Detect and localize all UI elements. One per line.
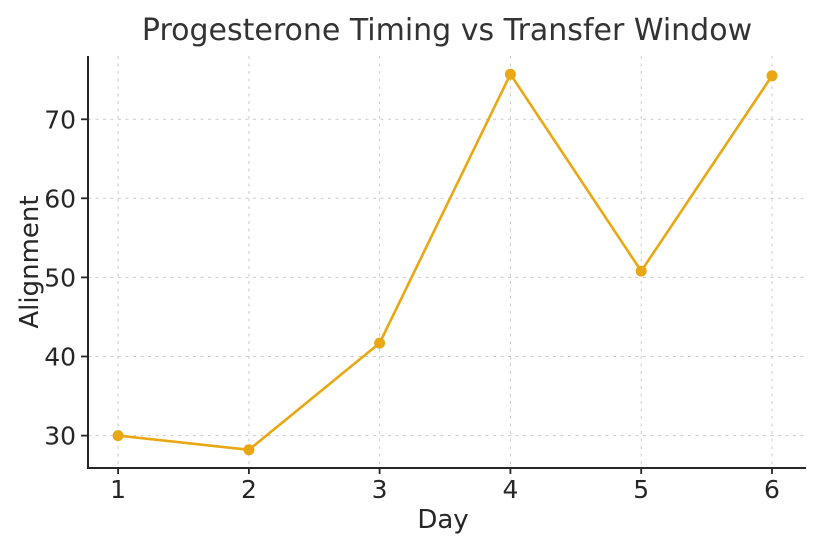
x-tick-label: 5 [633, 475, 649, 504]
chart-title: Progesterone Timing vs Transfer Window [142, 13, 752, 48]
data-series [112, 68, 778, 456]
x-tick-label: 2 [241, 475, 257, 504]
data-point-marker [504, 68, 516, 80]
data-point-marker [635, 265, 647, 277]
axes [81, 56, 806, 474]
y-tick-label: 70 [44, 105, 76, 134]
x-tick-label: 6 [764, 475, 780, 504]
data-point-marker [766, 70, 778, 82]
y-tick-label: 40 [44, 343, 76, 372]
series-line [116, 72, 774, 452]
tick-labels: 1 2 3 4 5 6 30 40 50 60 70 [44, 105, 780, 504]
y-tick-label: 50 [44, 263, 76, 292]
x-axis-label: Day [417, 505, 468, 535]
x-tick-label: 1 [110, 475, 126, 504]
data-point-marker [374, 337, 386, 349]
y-axis-label: Alignment [15, 195, 45, 328]
data-point-marker [112, 430, 124, 442]
y-tick-label: 60 [44, 184, 76, 213]
y-tick-label: 30 [44, 422, 76, 451]
gridlines [88, 56, 806, 468]
x-tick-label: 3 [372, 475, 388, 504]
x-tick-label: 4 [502, 475, 518, 504]
data-point-marker [243, 444, 255, 456]
